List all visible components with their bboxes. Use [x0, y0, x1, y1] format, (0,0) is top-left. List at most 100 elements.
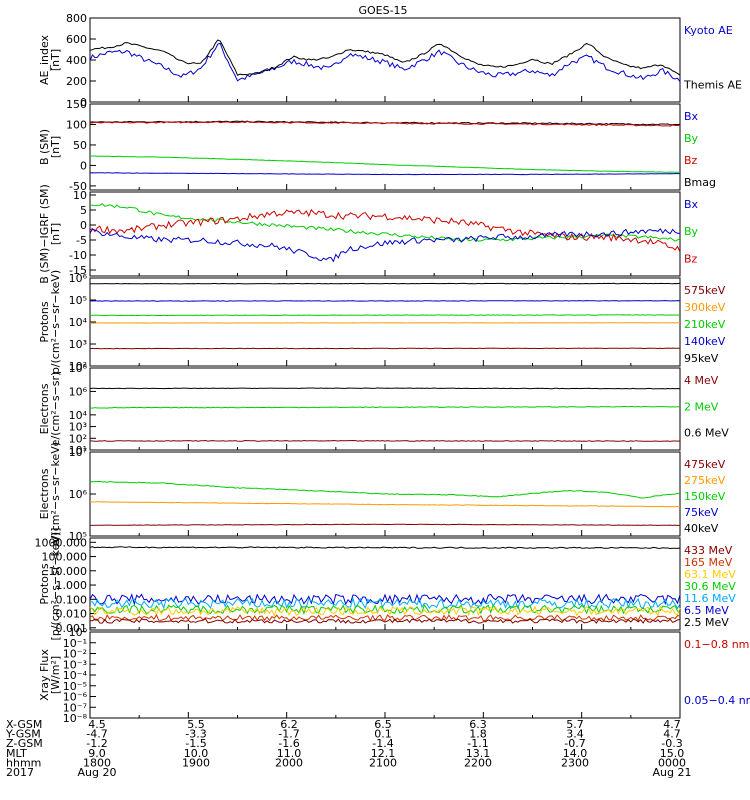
y-axis-label-line: [W/m²] — [49, 656, 62, 694]
legend-300kev: 300keV — [684, 301, 726, 314]
panel-xray: 10⁰10⁻¹10⁻²10⁻³10⁻⁴10⁻⁵10⁻⁶10⁻⁷10⁻⁸Xray … — [38, 626, 750, 725]
y-tick-label: 10⁻² — [63, 648, 87, 661]
y-tick-label: 10⁶ — [69, 385, 88, 398]
footer-value: 10.0 — [184, 747, 209, 760]
series-140kev — [89, 300, 681, 302]
legend-4-mev: 4 MeV — [684, 374, 719, 387]
footer-value: -1.1 — [467, 737, 488, 750]
footer-start-date: Aug 20 — [78, 766, 117, 779]
footer-value: 14.0 — [563, 747, 588, 760]
y-tick-label: 150 — [66, 98, 87, 111]
legend-2-mev: 2 MeV — [684, 400, 719, 413]
y-tick-label: 10⁴ — [69, 409, 88, 422]
footer-value: 1800 — [83, 756, 111, 769]
legend-575kev: 575keV — [684, 284, 726, 297]
series-575kev — [89, 347, 680, 350]
y-tick-label: 1000.000 — [35, 536, 88, 549]
footer-value: -1.4 — [372, 737, 393, 750]
legend-bz: Bz — [684, 154, 698, 167]
legend-kyoto-ae: Kyoto AE — [684, 24, 733, 37]
legend-75kev: 75keV — [684, 506, 719, 519]
y-tick-label: -50 — [69, 180, 87, 193]
y-tick-label: 100 — [66, 118, 87, 131]
y-tick-label: 10³ — [69, 338, 87, 351]
y-tick-label: 10⁰ — [69, 626, 88, 639]
footer-value: -3.3 — [185, 728, 206, 741]
series-275kev — [89, 501, 681, 508]
chart-title: GOES-15 — [358, 4, 407, 17]
footer-value: -0.3 — [661, 737, 682, 750]
y-tick-label: 200 — [66, 75, 87, 88]
series-63-1-mev — [89, 605, 681, 617]
series-themis-ae — [89, 39, 681, 76]
y-tick-label: 1.000 — [56, 579, 88, 592]
y-tick-label: 0 — [80, 159, 87, 172]
y-tick-label: 0.010 — [56, 608, 88, 621]
footer-value: 11.0 — [277, 747, 302, 760]
y-tick-label: 10⁴ — [69, 316, 88, 329]
footer-value: 4.7 — [663, 718, 681, 731]
y-tick-label: 100.000 — [42, 551, 88, 564]
footer-value: -0.7 — [564, 737, 585, 750]
y-axis-label: Electronse/(cm²−s−sr) — [38, 372, 62, 447]
legend-475kev: 475keV — [684, 458, 726, 471]
y-tick-label: 800 — [66, 12, 87, 25]
legend-bx: Bx — [684, 110, 699, 123]
footer-value: 0000 — [658, 756, 686, 769]
series-bz — [89, 120, 681, 127]
legend-433-mev: 433 MeV — [684, 544, 733, 557]
y-axis-label: B (SM)−IGRF (SM)[nT] — [38, 184, 62, 284]
footer-value: 1900 — [182, 756, 210, 769]
series-433-mev — [89, 618, 681, 624]
footer-label-hhmm: hhmm — [6, 756, 41, 769]
footer-year: 2017 — [6, 766, 34, 779]
y-tick-label: 10¹ — [69, 444, 87, 457]
legend-bx: Bx — [684, 198, 699, 211]
footer-value: 9.0 — [88, 747, 106, 760]
y-axis-label-line: [nT] — [49, 136, 62, 158]
series-bz — [89, 208, 681, 253]
footer-end-date: Aug 21 — [653, 766, 692, 779]
y-tick-label: 10⁷ — [69, 446, 87, 459]
footer-value: 3.4 — [566, 728, 584, 741]
y-axis-label-line: B (SM) — [38, 129, 51, 165]
y-axis-label-line: Electrons — [38, 468, 51, 519]
footer-value: 0.1 — [374, 728, 392, 741]
legend-40kev: 40keV — [684, 522, 719, 535]
series-6-5-mev — [89, 593, 681, 606]
series-210kev — [89, 314, 681, 317]
legend-0-05-0-4-nm: 0.05−0.4 nm — [684, 694, 750, 707]
y-axis-label-line: [nT] — [49, 49, 62, 71]
panel-frame — [89, 367, 681, 451]
footer-value: 4.7 — [663, 728, 681, 741]
legend-by: By — [684, 132, 699, 145]
footer-value: 1.8 — [469, 728, 487, 741]
panel-frame — [89, 537, 681, 631]
footer-value: 15.0 — [660, 747, 685, 760]
series-bx — [89, 227, 681, 263]
legend-150kev: 150keV — [684, 490, 726, 503]
series-475kev — [90, 523, 680, 526]
legend-63-1-mev: 63.1 MeV — [684, 568, 736, 581]
series-165-mev — [89, 613, 681, 622]
y-tick-label: 10⁶ — [69, 488, 88, 501]
legend-95kev: 95keV — [684, 352, 719, 365]
footer-label-mlt: MLT — [6, 747, 27, 760]
legend-bz: Bz — [684, 252, 698, 265]
y-tick-label: 10⁻⁵ — [63, 680, 87, 693]
legend-0-6-mev: 0.6 MeV — [684, 427, 729, 440]
footer-value: 2200 — [464, 756, 492, 769]
y-tick-label: 0 — [80, 219, 87, 232]
footer-value: 6.3 — [469, 718, 487, 731]
panel-frame — [89, 631, 681, 719]
panel-ae: 800 600 400 200 0 AE_index[nT] Kyoto AE Themis … — [38, 12, 742, 109]
y-tick-label: 50 — [73, 139, 87, 152]
footer-value: -1.7 — [278, 728, 299, 741]
legend-210kev: 210keV — [684, 318, 726, 331]
series-0-6-mev — [89, 387, 681, 390]
y-tick-label: 10⁻⁷ — [63, 701, 87, 714]
panel-bsm: 150 100 50 0 -50 B (SM)[nT] Bx By Bz Bmag — [38, 98, 716, 193]
footer-value: 12.1 — [371, 747, 396, 760]
panel-bigrf: 10 5 0 -5 -10 -15 B (SM)−IGRF (SM)[nT] Bx By Bz — [38, 184, 699, 284]
